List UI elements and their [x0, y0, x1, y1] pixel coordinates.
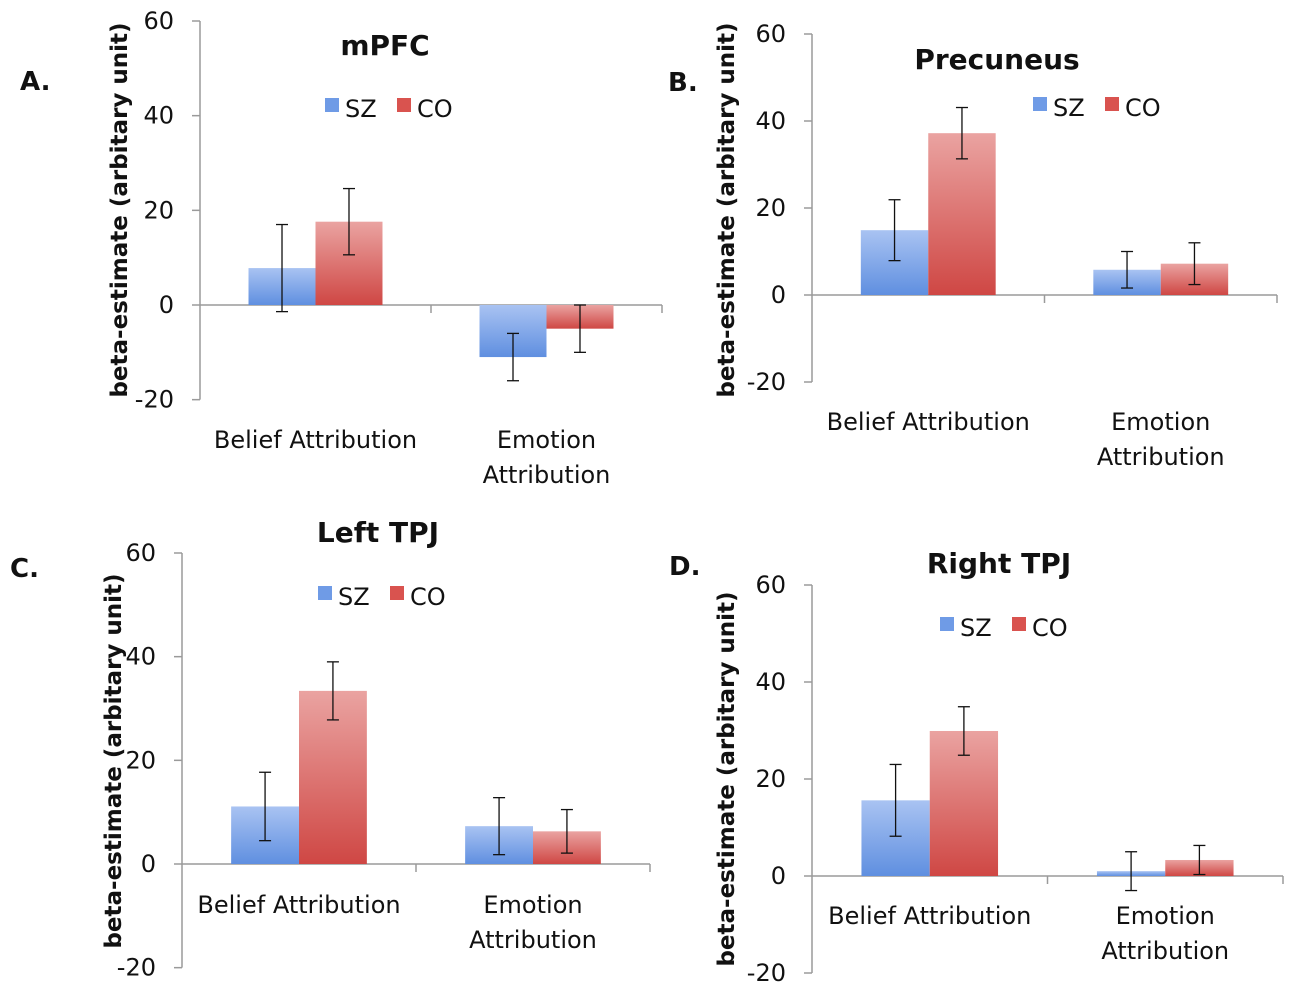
chart-panel-1: A. mPFC beta-estimate (arbitary unit)-20 0 2… — [20, 7, 663, 489]
y-tick-label: 0 — [141, 850, 156, 878]
legend-label-sz: SZ — [1053, 94, 1085, 122]
panel-letter: C. — [10, 554, 39, 584]
y-tick-label: 60 — [755, 20, 786, 48]
legend-label-co: CO — [1125, 94, 1161, 122]
chart-title: Right TPJ — [927, 547, 1071, 580]
y-tick-label: 0 — [771, 862, 786, 890]
category-label: Attribution — [483, 461, 611, 489]
y-tick-label: 40 — [755, 668, 786, 696]
legend-swatch-co — [390, 586, 404, 600]
y-tick-label: 40 — [755, 107, 786, 135]
y-axis-label: beta-estimate (arbitary unit) — [107, 22, 133, 397]
chart-panel-3: C. Left TPJ beta-estimate (arbitary unit) -… — [10, 516, 651, 982]
category-label: Belief Attribution — [827, 408, 1030, 436]
legend-swatch-sz — [940, 617, 954, 631]
category-label: Attribution — [469, 926, 597, 954]
legend-label-co: CO — [410, 583, 446, 611]
y-tick-label: 20 — [755, 765, 786, 793]
legend-swatch-sz — [325, 98, 339, 112]
y-tick-label: 20 — [143, 196, 174, 224]
category-label: Belief Attribution — [214, 426, 417, 454]
category-label: Belief Attribution — [197, 891, 400, 919]
category-label: Emotion — [483, 891, 582, 919]
legend-swatch-sz — [318, 586, 332, 600]
y-tick-label: -20 — [117, 954, 156, 982]
y-tick-label: 60 — [143, 7, 174, 35]
y-tick-label: 40 — [143, 102, 174, 130]
chart-panel-4: D. Right TPJ beta-estimate (arbitary unit)… — [669, 547, 1284, 985]
category-label: Emotion — [497, 426, 596, 454]
legend-label-sz: SZ — [338, 583, 370, 611]
legend-label-sz: SZ — [345, 95, 377, 123]
panel-letter: A. — [20, 67, 50, 97]
y-tick-label: 20 — [755, 194, 786, 222]
y-tick-label: 0 — [771, 281, 786, 309]
chart-title: Left TPJ — [317, 516, 439, 549]
y-tick-label: 20 — [125, 746, 156, 774]
category-label: Emotion — [1116, 902, 1215, 930]
y-tick-label: 0 — [159, 291, 174, 319]
chart-title: mPFC — [340, 29, 429, 62]
category-label: Belief Attribution — [828, 902, 1031, 930]
legend-label-sz: SZ — [960, 614, 992, 642]
y-tick-label: 60 — [125, 539, 156, 567]
legend-swatch-co — [397, 98, 411, 112]
legend-swatch-co — [1012, 617, 1026, 631]
panel-letter: B. — [668, 68, 698, 98]
y-axis-label: beta-estimate (arbitary unit) — [101, 573, 127, 948]
category-label: Attribution — [1101, 937, 1229, 965]
y-tick-label: -20 — [135, 386, 174, 414]
legend-swatch-sz — [1033, 97, 1047, 111]
y-tick-label: 60 — [755, 571, 786, 599]
legend-label-co: CO — [417, 95, 453, 123]
y-axis-label: beta-estimate (arbitary unit) — [714, 591, 740, 966]
panel-letter: D. — [669, 552, 700, 582]
y-tick-label: 40 — [125, 643, 156, 671]
category-label: Emotion — [1111, 408, 1210, 436]
legend-swatch-co — [1105, 97, 1119, 111]
bar-co-belief — [928, 133, 996, 295]
chart-panel-2: B. Precuneus beta-estimate (arbitary unit)… — [668, 20, 1278, 471]
category-label: Attribution — [1097, 443, 1225, 471]
y-axis-label: beta-estimate (arbitary unit) — [714, 22, 740, 397]
y-tick-label: -20 — [747, 959, 786, 985]
legend-label-co: CO — [1032, 614, 1068, 642]
y-tick-label: -20 — [747, 368, 786, 396]
chart-title: Precuneus — [914, 43, 1079, 76]
